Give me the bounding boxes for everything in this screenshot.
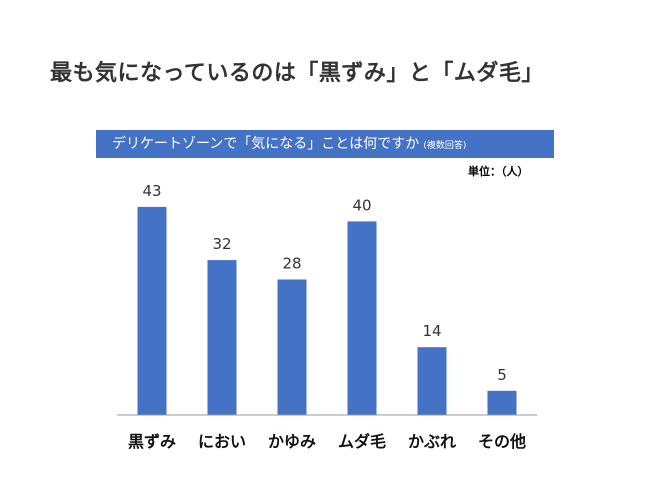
bar-3 xyxy=(277,279,307,415)
data-label-5: 14 xyxy=(422,322,441,340)
category-label-5: かぶれ xyxy=(408,432,456,451)
category-label-2: におい xyxy=(198,432,246,451)
bar-4 xyxy=(347,221,377,415)
data-label-1: 43 xyxy=(142,182,161,200)
data-label-3: 28 xyxy=(282,255,301,273)
unit-label: 単位：（人） xyxy=(468,165,529,178)
bar-6 xyxy=(487,390,517,415)
chart-subtitle: (複数回答) xyxy=(423,141,467,151)
bar-2 xyxy=(207,260,237,415)
category-label-6: その他 xyxy=(478,432,526,451)
bar-5 xyxy=(417,347,447,415)
data-label-6: 5 xyxy=(497,366,507,384)
bars-layer: 43 黒ずみ 32 におい 28 かゆみ 40 ムダ毛 14 かぶれ 5 その他 xyxy=(128,182,526,451)
category-label-3: かゆみ xyxy=(268,432,316,451)
bar-1 xyxy=(137,206,167,415)
chart-title: デリケートゾーンで「気になる」ことは何ですか xyxy=(112,136,420,152)
category-label-1: 黒ずみ xyxy=(128,432,176,451)
slide-title: 最も気になっているのは「黒ずみ」と「ムダ毛」 xyxy=(50,61,544,86)
category-label-4: ムダ毛 xyxy=(338,432,386,451)
chart-title-banner: デリケートゾーンで「気になる」ことは何ですか (複数回答) xyxy=(96,130,554,158)
data-label-4: 40 xyxy=(352,196,371,214)
data-label-2: 32 xyxy=(212,235,231,253)
